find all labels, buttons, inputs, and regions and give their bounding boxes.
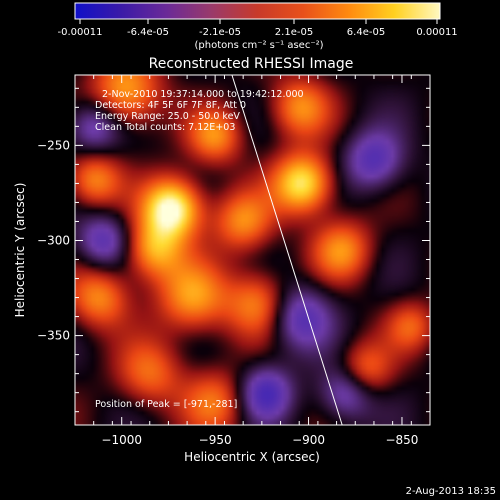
annotation-time-range: 2-Nov-2010 19:37:14.000 to 19:42:12.000 (102, 89, 304, 100)
colorbar-tick-label: 0.00011 (416, 27, 457, 38)
solar-limb-line (231, 74, 343, 426)
generation-timestamp: 2-Aug-2013 18:35 (406, 486, 496, 497)
annotation-detectors: Detectors: 4F 5F 6F 7F 8F, Att 0 (95, 100, 246, 111)
x-axis-label: Heliocentric X (arcsec) (184, 450, 320, 464)
plot-area (74, 74, 431, 426)
x-tick-label: −950 (199, 433, 232, 447)
y-tick-label: −250 (37, 138, 70, 152)
colorbar-tick-label: -6.4e-05 (127, 27, 169, 38)
heatmap-image (75, 75, 430, 425)
y-tick-label: −350 (37, 329, 70, 343)
axis-ticks (74, 75, 431, 425)
x-tick-label: −1000 (101, 433, 142, 447)
x-tick-label: −850 (385, 433, 418, 447)
colorbar-tick-label: -0.00011 (58, 27, 103, 38)
x-tick-label: −900 (292, 433, 325, 447)
annotation-energy-range: Energy Range: 25.0 - 50.0 keV (95, 111, 240, 122)
colorbar-unit-label: (photons cm⁻² s⁻¹ asec⁻²) (194, 40, 323, 51)
peak-position-label: Position of Peak = [-971,-281] (95, 399, 237, 410)
annotation-clean-counts: Clean Total counts: 7.12E+03 (95, 122, 235, 133)
chart-title: Reconstructed RHESSI Image (149, 56, 354, 72)
colorbar-tick-label: 6.4e-05 (347, 27, 385, 38)
colorbar-tick-label: -2.1e-05 (199, 27, 241, 38)
plot-frame (74, 74, 431, 426)
y-tick-label: −300 (37, 233, 70, 247)
colorbar-tick-label: 2.1e-05 (275, 27, 313, 38)
y-axis-label: Heliocentric Y (arcsec) (13, 183, 27, 318)
colorbar (74, 2, 441, 20)
colorbar-ticks (79, 19, 438, 24)
